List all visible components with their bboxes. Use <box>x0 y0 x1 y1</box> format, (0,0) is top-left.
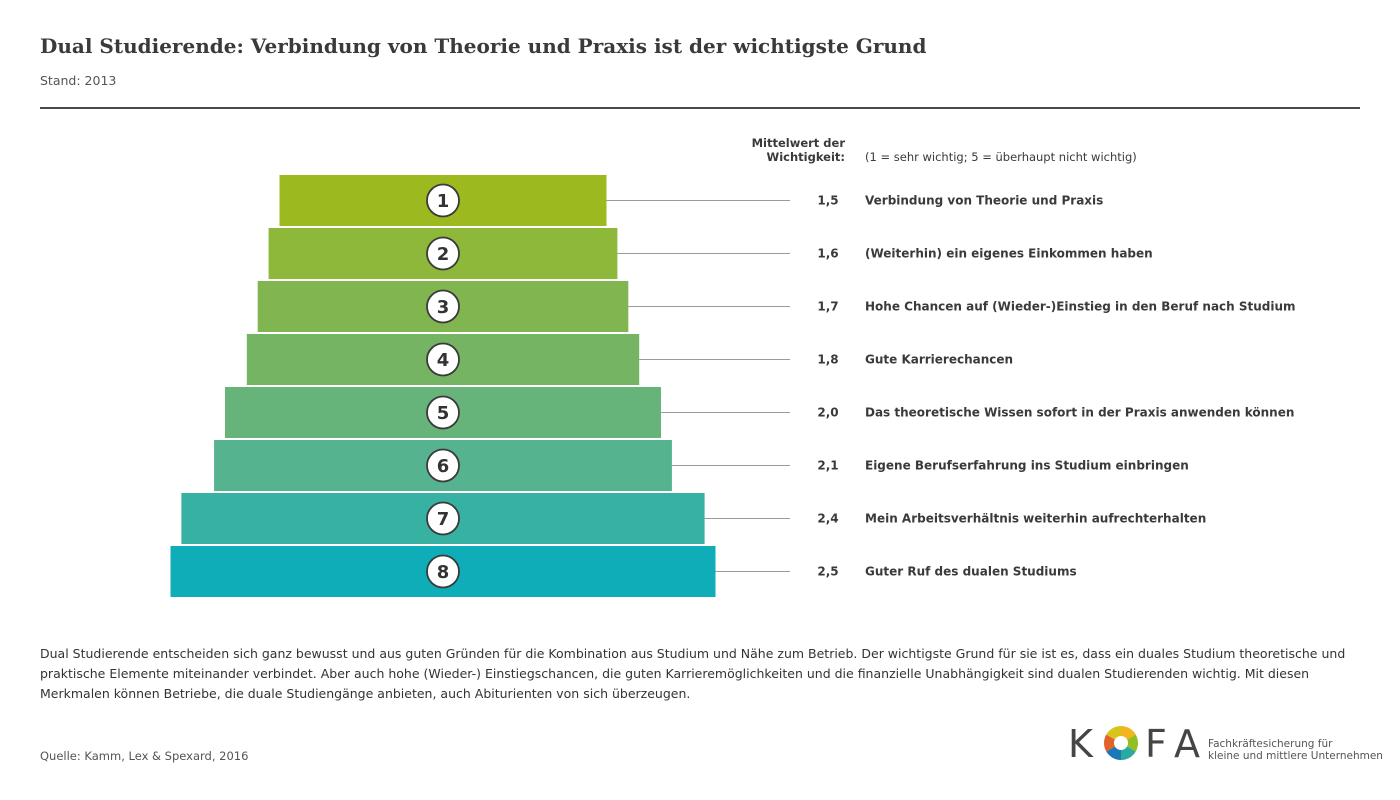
logo-letter-f: F <box>1145 722 1167 766</box>
logo-letter-a: A <box>1174 722 1200 766</box>
category-label-5: Das theoretische Wissen sofort in der Pr… <box>865 406 1294 420</box>
chart-header: Mittelwert der Wichtigkeit: (1 = sehr wi… <box>752 136 1137 164</box>
category-label-6: Eigene Berufserfahrung ins Studium einbr… <box>865 459 1189 473</box>
value-label-4: 1,8 <box>817 353 838 367</box>
value-label-1: 1,5 <box>817 194 838 208</box>
rank-number-3: 3 <box>437 297 450 318</box>
rank-badge-5 <box>426 395 460 430</box>
logo-tagline: Fachkräftesicherung für kleine und mittl… <box>1208 738 1383 762</box>
rank-number-2: 2 <box>437 244 450 265</box>
category-label-1: Verbindung von Theorie und Praxis <box>865 194 1103 208</box>
category-label-2: (Weiterhin) ein eigenes Einkommen haben <box>865 247 1153 261</box>
pyramid-chart: Mittelwert der Wichtigkeit: (1 = sehr wi… <box>170 136 1296 597</box>
logo-tagline-line-2: kleine und mittlere Unternehmen <box>1208 750 1383 762</box>
rank-number-1: 1 <box>437 191 450 212</box>
value-label-2: 1,6 <box>817 247 838 261</box>
value-label-7: 2,4 <box>817 512 838 526</box>
source-note: Quelle: Kamm, Lex & Spexard, 2016 <box>40 749 249 763</box>
rank-number-8: 8 <box>437 562 450 583</box>
value-header-line-2: Wichtigkeit: <box>767 150 845 164</box>
logo-ring-segment-5 <box>1104 734 1121 752</box>
category-label-3: Hohe Chancen auf (Wieder-)Einstieg in de… <box>865 300 1296 314</box>
value-label-5: 2,0 <box>817 406 838 420</box>
chart-title: Dual Studierende: Verbindung von Theorie… <box>40 34 927 58</box>
rank-number-7: 7 <box>437 509 450 530</box>
rank-badge-8 <box>426 554 460 589</box>
value-label-6: 2,1 <box>817 459 838 473</box>
category-label-7: Mein Arbeitsverhältnis weiterhin aufrech… <box>865 512 1206 526</box>
scale-note: (1 = sehr wichtig; 5 = überhaupt nicht w… <box>865 150 1137 164</box>
rank-badge-1 <box>426 183 460 218</box>
description-text: Dual Studierende entscheiden sich ganz b… <box>40 646 1346 701</box>
logo-tagline-line-1: Fachkräftesicherung für <box>1208 738 1333 750</box>
category-label-4: Gute Karrierechancen <box>865 353 1013 367</box>
kofa-logo: K F A Fachkräftesicherung für kleine und… <box>1068 722 1383 766</box>
rank-badge-7 <box>426 501 460 536</box>
value-label-8: 2,5 <box>817 565 838 579</box>
logo-letter-k: K <box>1068 722 1093 766</box>
logo-ring-icon <box>1104 726 1138 760</box>
rank-number-5: 5 <box>437 403 450 424</box>
chart-subtitle: Stand: 2013 <box>40 73 117 88</box>
header-divider <box>40 107 1360 109</box>
rank-badge-4 <box>426 342 460 377</box>
rank-badge-2 <box>426 236 460 271</box>
value-label-3: 1,7 <box>817 300 838 314</box>
logo-ring-segment-2 <box>1121 734 1138 752</box>
rank-badge-6 <box>426 448 460 483</box>
rank-number-4: 4 <box>437 350 450 371</box>
bars-layer: 1 1,5 Verbindung von Theorie und Praxis 2 1,… <box>170 175 1296 597</box>
value-header-line-1: Mittelwert der <box>752 136 846 150</box>
category-label-8: Guter Ruf des dualen Studiums <box>865 565 1077 579</box>
rank-number-6: 6 <box>437 456 450 477</box>
rank-badge-3 <box>426 289 460 324</box>
